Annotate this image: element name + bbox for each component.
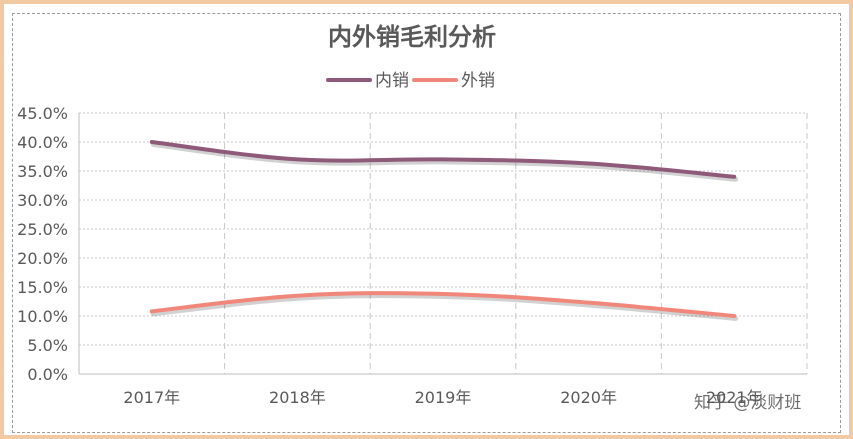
y-tick-label: 10.0% <box>17 307 68 326</box>
legend-label-neixiao: 内销 <box>375 71 409 91</box>
x-tick-label: 2019年 <box>415 388 472 407</box>
chart-area-border <box>12 13 841 433</box>
x-tick-label: 2018年 <box>269 388 326 407</box>
y-tick-label: 20.0% <box>17 249 68 268</box>
y-tick-label: 0.0% <box>27 365 68 384</box>
y-tick-label: 25.0% <box>17 220 68 239</box>
series-lines <box>149 140 739 321</box>
y-tick-label: 45.0% <box>17 104 68 123</box>
series-shadow-1 <box>150 293 739 321</box>
axes: 0.0% 5.0% 10.0% 15.0% 20.0% 25.0% 30.0% 35.0% 40… <box>17 104 807 407</box>
y-tick-label: 35.0% <box>17 162 68 181</box>
grid <box>79 112 808 374</box>
y-tick-label: 30.0% <box>17 191 68 210</box>
x-tick-label: 2020年 <box>560 388 617 407</box>
y-tick-label: 15.0% <box>17 278 68 297</box>
x-tick-label: 2017年 <box>123 388 180 407</box>
chart-title: 内外销毛利分析 <box>328 23 496 51</box>
legend: 内销 外销 <box>326 71 495 91</box>
legend-label-waixiao: 外销 <box>461 71 495 91</box>
x-tick-label: 2021年 <box>706 388 763 407</box>
series-shadow-0 <box>150 142 739 182</box>
y-tick-label: 5.0% <box>27 336 68 355</box>
y-tick-label: 40.0% <box>17 133 68 152</box>
watermark: 知乎 @淡财班 <box>694 393 802 413</box>
